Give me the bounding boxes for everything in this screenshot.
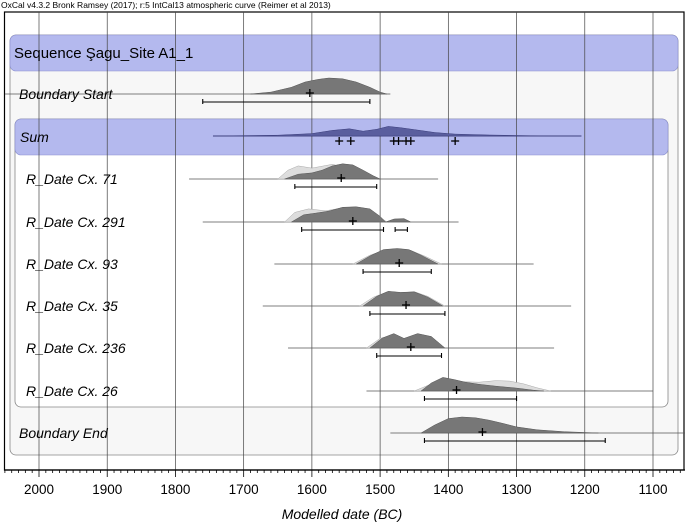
posterior-distribution [362, 291, 444, 307]
range-bar [423, 396, 518, 401]
x-tick-label: 1300 [502, 482, 532, 497]
range-bar [301, 227, 385, 232]
range-bar [423, 438, 606, 443]
row-r-date-cx-26 [366, 377, 653, 392]
row-label: Boundary Start [19, 86, 113, 102]
row-r-date-cx-291 [202, 206, 459, 223]
sequence-header [9, 34, 679, 72]
row-label: R_Date Cx. 35 [26, 298, 118, 314]
row-label: R_Date Cx. 71 [26, 171, 118, 187]
row-r-date-cx-71 [189, 163, 439, 180]
median-cross [305, 89, 314, 97]
median-cross [402, 301, 411, 309]
x-tick-label: 1700 [229, 482, 259, 497]
x-tick-label: 1400 [433, 482, 463, 497]
median-cross [337, 174, 346, 182]
posterior-distribution [355, 248, 439, 265]
posterior-distribution [420, 377, 544, 392]
x-tick-label: 1100 [638, 482, 667, 497]
row-boundary-end [390, 416, 685, 434]
phase-header [14, 118, 669, 156]
posterior-distribution [290, 206, 411, 223]
x-tick-label: 1900 [92, 482, 122, 497]
sum-distribution [212, 126, 582, 137]
median-cross [348, 217, 357, 225]
sequence-label: Sequence Şagu_Site A1_1 [14, 45, 193, 62]
range-bar [369, 311, 446, 316]
row-label: Boundary End [19, 425, 109, 441]
x-tick-label: 2000 [24, 482, 54, 497]
credit-text: OxCal v4.3.2 Bronk Ramsey (2017); r:5 In… [1, 0, 331, 10]
row-label: R_Date Cx. 291 [26, 214, 126, 230]
posterior-distribution [369, 333, 446, 349]
posterior-distribution [284, 163, 381, 180]
median-cross [452, 386, 461, 394]
x-tick-label: 1800 [160, 482, 190, 497]
posterior-distribution [250, 77, 387, 95]
row-label: R_Date Cx. 236 [26, 340, 126, 356]
x-axis-label: Modelled date (BC) [282, 506, 403, 522]
row-label: R_Date Cx. 93 [26, 256, 118, 272]
median-cross [406, 343, 415, 351]
range-bar [376, 353, 443, 358]
sum-cross [406, 137, 415, 145]
range-bar [294, 184, 378, 189]
x-tick-label: 1500 [365, 482, 395, 497]
row-r-date-cx-35 [262, 291, 572, 307]
row-boundary-start [4, 77, 391, 95]
phase-label: Sum [20, 129, 49, 145]
x-tick-label: 1200 [570, 482, 600, 497]
sum-cross [346, 137, 355, 145]
sum-cross [451, 137, 460, 145]
x-tick-label: 1600 [297, 482, 327, 497]
range-bar [202, 99, 371, 104]
range-bar-secondary [394, 227, 408, 232]
median-cross [478, 428, 487, 436]
row-r-date-cx-236 [288, 333, 555, 349]
posterior-distribution [420, 416, 599, 434]
range-bar [362, 269, 432, 274]
row-label: R_Date Cx. 26 [26, 383, 118, 399]
sum-cross [335, 137, 344, 145]
row-r-date-cx-93 [274, 248, 534, 265]
sum-cross [394, 137, 403, 145]
median-cross [395, 259, 404, 267]
